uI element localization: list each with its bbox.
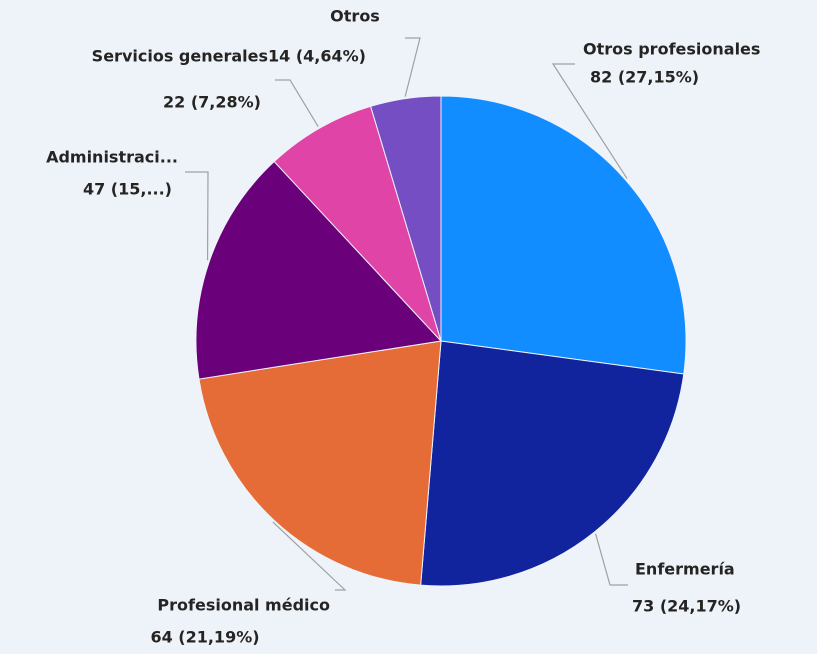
slice-value-label: 64 (21,19%) (150, 628, 259, 647)
leader-line (185, 171, 209, 261)
slice-category-label: Enfermería (635, 560, 735, 579)
slice-value-label: 73 (24,17%) (632, 597, 741, 616)
slice-value-label: 82 (27,15%) (590, 68, 699, 87)
slice-category-label: Otros profesionales (583, 40, 760, 59)
leader-line (275, 79, 319, 127)
leader-line (272, 521, 347, 591)
pie-slice (420, 340, 685, 587)
slice-category-label: Administraci... (46, 148, 178, 167)
slice-value-label: 47 (15,...) (83, 180, 172, 199)
leader-line (551, 63, 628, 179)
leader-line (594, 533, 628, 586)
pie-slice (195, 160, 443, 380)
pie-slice (273, 105, 442, 342)
slice-category-label: Servicios generales (92, 47, 268, 66)
slice-value-label: 22 (7,28%) (163, 93, 261, 112)
pie-slice (440, 95, 687, 375)
leader-line (404, 37, 421, 97)
slice-value-label: 14 (4,64%) (268, 47, 366, 66)
pie-slice (198, 340, 442, 586)
pie-slice (370, 95, 442, 342)
slice-category-label: Otros (330, 7, 380, 26)
slice-category-label: Profesional médico (157, 596, 330, 615)
